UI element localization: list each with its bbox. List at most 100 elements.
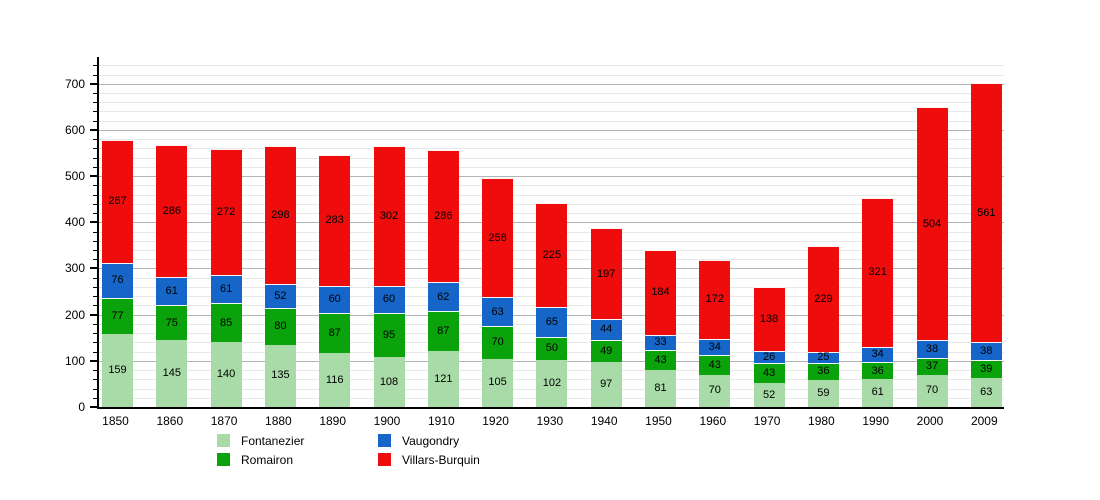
bar-segment-villars-burquin-1920: 258	[482, 177, 514, 298]
y-axis-minor-tick	[93, 120, 97, 122]
bar-segment-vaugondry-1930: 65	[536, 306, 568, 337]
bar-segment-romairon-1910: 87	[427, 310, 459, 352]
segment-value-label: 225	[542, 248, 562, 261]
segment-value-label: 298	[271, 208, 290, 221]
segment-value-label: 61	[165, 285, 178, 298]
segment-value-label: 81	[654, 381, 667, 394]
bar-segment-vaugondry-2009: 38	[970, 342, 1002, 360]
bar-segment-romairon-1970: 43	[753, 363, 785, 383]
x-axis-tick-label: 1970	[753, 414, 781, 428]
bar-segment-fontanezier-1940: 97	[590, 362, 622, 407]
segment-value-label: 49	[600, 344, 613, 357]
bar-segment-fontanezier-1850: 159	[102, 333, 133, 407]
bar-segment-fontanezier-1880: 135	[264, 344, 296, 407]
segment-value-label: 197	[597, 267, 616, 280]
legend-item-romairon: Romairon	[217, 450, 378, 469]
segment-value-label: 85	[219, 316, 233, 329]
y-axis-tick-label: 0	[78, 400, 85, 414]
x-axis-tick-label: 1950	[645, 414, 672, 428]
bar-segment-villars-burquin-1900: 302	[373, 146, 405, 286]
bar-segment-vaugondry-1970: 26	[753, 351, 785, 364]
legend-label-fontanezier: Fontanezier	[241, 433, 305, 448]
segment-value-label: 26	[762, 351, 776, 364]
segment-value-label: 321	[868, 266, 887, 279]
bar-1970: 52 43 26 138	[753, 57, 785, 407]
bar-segment-romairon-2000: 37	[916, 357, 948, 375]
bar-segment-villars-burquin-1990: 321	[862, 198, 894, 347]
y-axis-minor-tick	[93, 379, 97, 381]
y-axis-minor-tick	[93, 148, 97, 150]
y-axis-minor-tick	[93, 166, 97, 168]
bar-1990: 61 36 34 321	[862, 57, 894, 407]
bar-segment-villars-burquin-1980: 229	[807, 245, 839, 352]
segment-value-label: 286	[434, 210, 453, 223]
villars-burquin-color-swatch	[378, 453, 391, 466]
segment-value-label: 172	[705, 293, 724, 306]
bar-1890: 116 87 60 283	[319, 57, 351, 407]
bar-segment-vaugondry-1850: 76	[102, 262, 133, 299]
segment-value-label: 62	[437, 290, 450, 303]
segment-value-label: 52	[762, 388, 776, 401]
segment-value-label: 61	[219, 283, 233, 296]
bar-segment-vaugondry-1920: 63	[482, 297, 514, 327]
y-axis-minor-tick	[93, 102, 97, 104]
x-axis-tick-label: 1890	[319, 414, 347, 428]
segment-value-label: 50	[545, 342, 559, 355]
segment-value-label: 80	[274, 320, 287, 333]
bar-segment-vaugondry-1890: 60	[319, 285, 351, 314]
segment-value-label: 38	[925, 342, 939, 355]
bar-segment-romairon-1960: 43	[699, 354, 731, 375]
y-axis-minor-tick	[93, 250, 97, 251]
y-axis-tick-label: 100	[64, 353, 85, 368]
y-axis-minor-tick	[93, 231, 97, 233]
y-axis-minor-tick	[93, 370, 97, 372]
bar-1980: 59 36 25 229	[807, 57, 839, 407]
segment-value-label: 60	[382, 293, 396, 306]
bar-segment-vaugondry-1870: 61	[210, 274, 242, 304]
legend-item-vaugondry: Vaugondry	[378, 431, 480, 450]
bar-segment-villars-burquin-1970: 138	[753, 287, 785, 352]
segment-value-label: 105	[488, 376, 507, 389]
y-axis-minor-tick	[93, 157, 97, 159]
y-axis-minor-tick	[93, 213, 97, 215]
segment-value-label: 63	[491, 305, 504, 318]
segment-value-label: 302	[379, 209, 399, 222]
bar-segment-vaugondry-1860: 61	[156, 277, 188, 306]
bar-segment-vaugondry-1880: 52	[264, 283, 296, 308]
segment-value-label: 267	[108, 195, 127, 208]
segment-value-label: 95	[382, 329, 396, 342]
y-axis-minor-tick	[93, 194, 97, 196]
segment-value-label: 140	[216, 368, 236, 381]
bar-segment-vaugondry-1910: 62	[427, 282, 459, 311]
segment-value-label: 61	[871, 386, 884, 399]
bar-segment-villars-burquin-2009: 561	[970, 83, 1002, 343]
y-axis-tick-label: 200	[64, 307, 85, 322]
y-axis-minor-tick	[93, 74, 97, 76]
x-axis-tick-label: 1930	[536, 414, 564, 428]
segment-value-label: 34	[708, 340, 721, 353]
y-axis-minor-tick	[93, 305, 97, 307]
bar-segment-vaugondry-1950: 33	[645, 334, 676, 350]
y-axis-minor-tick	[93, 111, 97, 113]
y-axis-tick-label: 500	[64, 169, 85, 184]
y-axis-major-tick	[90, 128, 97, 131]
segment-value-label: 184	[651, 286, 670, 299]
segment-value-label: 229	[814, 292, 833, 305]
bar-segment-romairon-1980: 36	[807, 363, 839, 380]
segment-value-label: 39	[980, 362, 993, 375]
segment-value-label: 504	[922, 217, 942, 230]
y-axis-major-tick	[90, 313, 97, 316]
y-axis-tick-label: 400	[64, 215, 85, 230]
bar-segment-fontanezier-2000: 70	[916, 374, 948, 407]
segment-value-label: 70	[491, 336, 504, 349]
bar-segment-vaugondry-2000: 38	[916, 340, 948, 358]
legend-label-vaugondry: Vaugondry	[402, 433, 460, 448]
bar-segment-fontanezier-1990: 61	[862, 378, 894, 407]
segment-value-label: 43	[708, 358, 721, 371]
segment-value-label: 145	[162, 367, 181, 380]
plot-area: 159 77 76 267 145 75 61 286 140 85 61 272 135 80 52 298…	[90, 57, 1004, 409]
bar-segment-vaugondry-1960: 34	[699, 339, 731, 355]
y-axis-minor-tick	[93, 351, 97, 353]
y-axis-tick-label: 600	[64, 122, 85, 137]
bar-segment-fontanezier-1980: 59	[807, 379, 839, 407]
